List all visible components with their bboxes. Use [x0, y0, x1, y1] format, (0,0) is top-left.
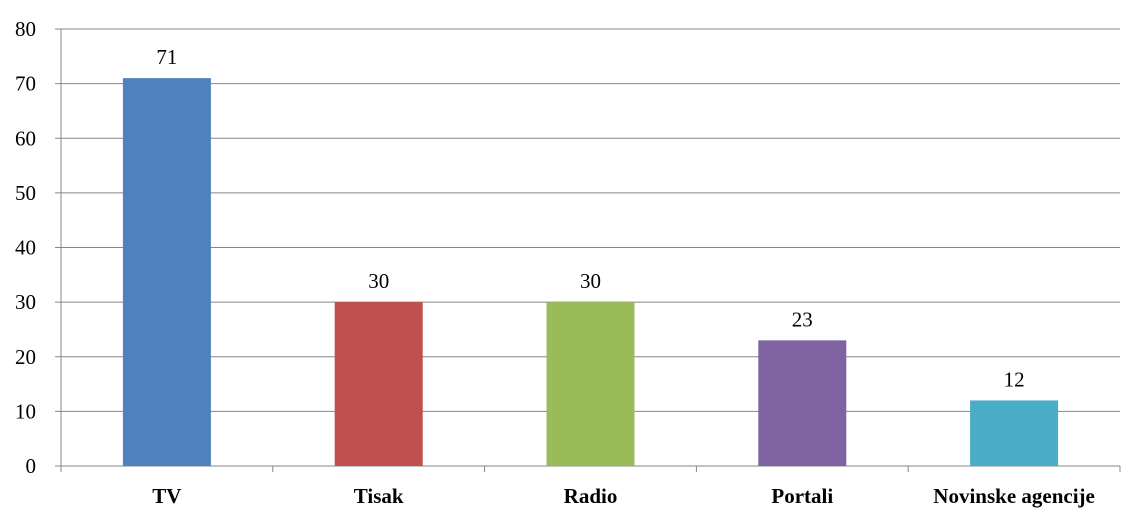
- category-labels: TV Tisak Radio Portali Novinske agencije: [152, 484, 1095, 508]
- y-tick-label-60: 60: [15, 126, 36, 150]
- category-label-tv: TV: [152, 484, 181, 508]
- bar-tisak: [334, 302, 423, 466]
- bar-novinske-agencije: [970, 400, 1059, 466]
- data-label-portali: 23: [792, 307, 813, 331]
- data-label-tv: 71: [156, 45, 177, 69]
- category-label-portali: Portali: [771, 484, 833, 508]
- category-label-tisak: Tisak: [354, 484, 404, 508]
- data-labels: 71 30 30 23 12: [156, 45, 1024, 391]
- bar-radio: [546, 302, 635, 466]
- bars: [122, 78, 1059, 466]
- y-tick-label-70: 70: [15, 72, 36, 96]
- y-tick-label-50: 50: [15, 181, 36, 205]
- category-label-radio: Radio: [564, 484, 618, 508]
- data-label-tisak: 30: [368, 269, 389, 293]
- y-tick-label-20: 20: [15, 345, 36, 369]
- y-tick-labels: 0 10 20 30 40 50 60 70 80: [15, 17, 36, 478]
- bar-tv: [122, 78, 211, 466]
- data-label-radio: 30: [580, 269, 601, 293]
- category-label-novinske-agencije: Novinske agencije: [933, 484, 1095, 508]
- y-tick-label-0: 0: [26, 454, 37, 478]
- y-tick-label-10: 10: [15, 399, 36, 423]
- data-label-novinske-agencije: 12: [1004, 367, 1025, 391]
- y-tick-label-30: 30: [15, 290, 36, 314]
- bar-portali: [758, 340, 847, 466]
- y-tick-label-80: 80: [15, 17, 36, 41]
- y-tick-label-40: 40: [15, 236, 36, 260]
